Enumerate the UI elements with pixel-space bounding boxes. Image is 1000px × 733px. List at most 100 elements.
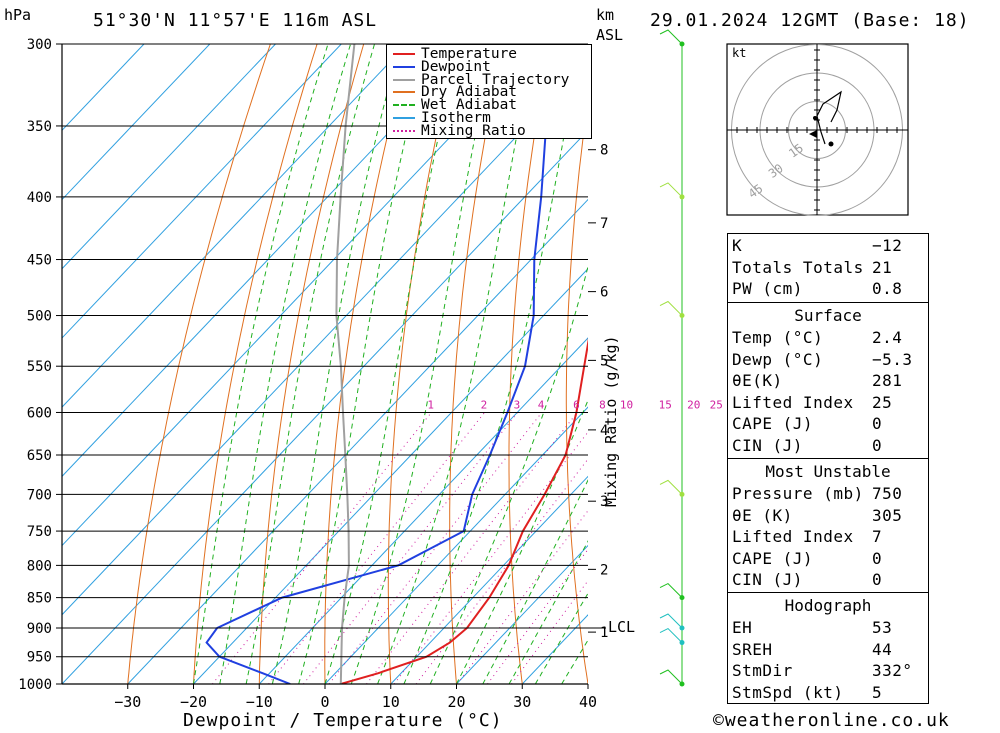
isotherm-line bbox=[127, 198, 588, 684]
km-tick-label: 5 bbox=[600, 353, 608, 369]
mixing-ratio-axis-label: Mixing Ratio (g/kg) bbox=[602, 335, 620, 507]
isotherm-line bbox=[62, 44, 276, 270]
hodograph-ring-label: 30 bbox=[766, 161, 786, 181]
legend-label: Dry Adiabat bbox=[421, 84, 518, 101]
pressure-tick-label: 600 bbox=[27, 405, 52, 421]
mixing-ratio-label: 3 bbox=[514, 398, 521, 411]
legend-swatch bbox=[393, 117, 415, 119]
mixing-ratio-line bbox=[366, 412, 578, 684]
dry-adiabat-line bbox=[127, 44, 271, 684]
km-tick-label: 1 bbox=[600, 625, 608, 641]
index-row: CIN (J) 0 bbox=[728, 569, 928, 591]
pressure-tick-label: 700 bbox=[27, 487, 52, 503]
hodograph-ring-label: 45 bbox=[746, 181, 766, 201]
index-value: 7 bbox=[872, 527, 883, 547]
index-value: 0 bbox=[872, 414, 883, 434]
lcl-label: LCL bbox=[608, 618, 636, 636]
legend-item: Isotherm bbox=[393, 111, 491, 125]
index-value: 21 bbox=[872, 257, 893, 277]
wind-barb bbox=[659, 669, 683, 685]
index-label: Dewp (°C) bbox=[732, 349, 824, 369]
x-tick-label: −20 bbox=[180, 693, 207, 711]
hodograph-ring-label: 15 bbox=[786, 141, 806, 161]
wet-adiabat-line bbox=[534, 592, 588, 684]
most-unstable-box: Most Unstable Pressure (mb) 750 θE (K) 305 L… bbox=[727, 458, 929, 593]
index-label: CIN (J) bbox=[732, 435, 803, 455]
x-axis-label: Dewpoint / Temperature (°C) bbox=[183, 710, 503, 731]
legend-item: Dewpoint bbox=[393, 60, 491, 74]
copyright-link[interactable]: ©weatheronline.co.uk bbox=[713, 710, 950, 731]
index-label: StmSpd (kt) bbox=[732, 682, 844, 702]
index-row: Totals Totals 21 bbox=[728, 257, 928, 279]
index-value: 25 bbox=[872, 392, 893, 412]
mixing-ratio-label: 25 bbox=[710, 398, 723, 411]
x-tick-label: 0 bbox=[320, 693, 329, 711]
legend-label: Parcel Trajectory bbox=[421, 71, 570, 88]
isotherm-line bbox=[62, 44, 342, 339]
parcel-trajectory-line bbox=[335, 44, 356, 684]
legend-label: Wet Adiabat bbox=[421, 97, 518, 114]
index-row: CIN (J) 0 bbox=[728, 435, 928, 457]
pressure-tick-label: 650 bbox=[27, 448, 52, 464]
isotherm-line bbox=[62, 44, 145, 132]
isotherm-line bbox=[62, 44, 211, 201]
hodograph-indices-box: Hodograph EH 53 SREH 44 StmDir 332° StmSpd (kt… bbox=[727, 592, 929, 704]
dry-adiabat-line bbox=[565, 97, 588, 684]
wind-barb bbox=[659, 300, 683, 316]
storm-motion-dot bbox=[828, 141, 834, 147]
index-row: CAPE (J) 0 bbox=[728, 548, 928, 570]
wet-adiabat-line bbox=[245, 44, 375, 684]
index-row: StmDir 332° bbox=[728, 660, 928, 682]
pressure-tick-label: 400 bbox=[27, 190, 52, 206]
index-row: Lifted Index 7 bbox=[728, 526, 928, 548]
dewpoint-line bbox=[205, 44, 570, 684]
x-tick-label: 40 bbox=[579, 693, 597, 711]
wet-adiabat-line bbox=[508, 540, 588, 684]
isotherm-line bbox=[62, 129, 588, 684]
chart-legend: Temperature Dewpoint Parcel Trajectory Dry … bbox=[386, 44, 592, 139]
wind-barb bbox=[659, 182, 683, 198]
index-label: Lifted Index bbox=[732, 392, 854, 412]
index-row: θE(K) 281 bbox=[728, 370, 928, 392]
legend-item: Mixing Ratio bbox=[393, 124, 526, 138]
pressure-tick-label: 300 bbox=[27, 37, 52, 53]
wind-barb bbox=[659, 479, 683, 495]
dry-adiabat-line bbox=[622, 44, 654, 684]
wet-adiabat-line bbox=[429, 264, 588, 684]
most-unstable-title: Most Unstable bbox=[765, 462, 891, 481]
index-value: 2.4 bbox=[872, 328, 903, 347]
mixing-ratio-line bbox=[456, 509, 588, 684]
pressure-unit-label: hPa bbox=[4, 6, 32, 24]
wet-adiabat-line bbox=[193, 44, 329, 684]
isotherm-line bbox=[390, 475, 588, 684]
legend-swatch bbox=[393, 129, 415, 132]
index-row: PW (cm) 0.8 bbox=[728, 278, 928, 300]
index-label: Temp (°C) bbox=[732, 328, 824, 347]
legend-swatch bbox=[393, 104, 415, 107]
index-value: 281 bbox=[872, 371, 903, 391]
index-value: 0 bbox=[872, 570, 883, 590]
wet-adiabat-line bbox=[350, 44, 496, 684]
index-value: 0 bbox=[872, 548, 883, 568]
index-row: SREH 44 bbox=[728, 639, 928, 661]
index-value: 0.8 bbox=[872, 279, 903, 299]
surface-box: Surface Temp (°C) 2.4 Dewp (°C) −5.3 θE(K) 28… bbox=[727, 302, 929, 459]
index-label: Lifted Index bbox=[732, 527, 854, 547]
pressure-tick-label: 800 bbox=[27, 558, 52, 574]
index-value: 53 bbox=[872, 618, 893, 637]
datetime-title: 29.01.2024 12GMT (Base: 18) bbox=[650, 10, 970, 31]
height-unit-label: km bbox=[596, 6, 615, 24]
mixing-ratio-line bbox=[268, 412, 485, 684]
legend-item: Temperature bbox=[393, 47, 517, 61]
legend-item: Wet Adiabat bbox=[393, 97, 518, 114]
pressure-tick-label: 950 bbox=[27, 650, 52, 666]
mixing-ratio-label: 20 bbox=[687, 398, 700, 411]
legend-item: Dry Adiabat bbox=[393, 84, 518, 101]
isotherm-line bbox=[193, 268, 588, 684]
index-label: EH bbox=[732, 618, 753, 637]
km-tick-label: 4 bbox=[600, 423, 608, 439]
height-unit-asl: ASL bbox=[596, 26, 624, 44]
index-row: Lifted Index 25 bbox=[728, 392, 928, 414]
mixing-ratio-line bbox=[487, 548, 588, 684]
